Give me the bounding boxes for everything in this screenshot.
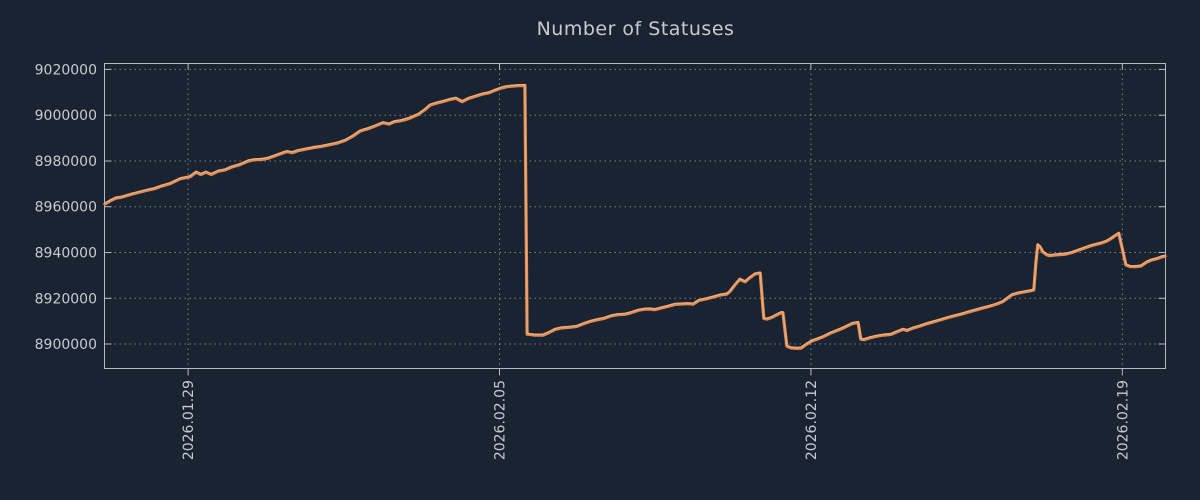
x-tick-label: 2026.01.29 [181,380,197,460]
y-tick-label: 8960000 [35,200,97,216]
y-tick-label: 8900000 [35,337,97,353]
series-line-highlight [104,83,1166,349]
plot-border [104,63,1166,369]
y-tick-label: 8940000 [35,245,97,261]
y-tick-label: 9000000 [35,108,97,124]
x-tick-label: 2026.02.12 [804,380,820,460]
y-tick-label: 9020000 [35,62,97,78]
y-tick-label: 8920000 [35,291,97,307]
x-tick-label: 2026.02.05 [493,380,509,460]
chart-title: Number of Statuses [536,18,735,40]
x-tick-label: 2026.02.19 [1115,380,1131,460]
series-line [103,83,1167,350]
y-tick-label: 8980000 [35,154,97,170]
